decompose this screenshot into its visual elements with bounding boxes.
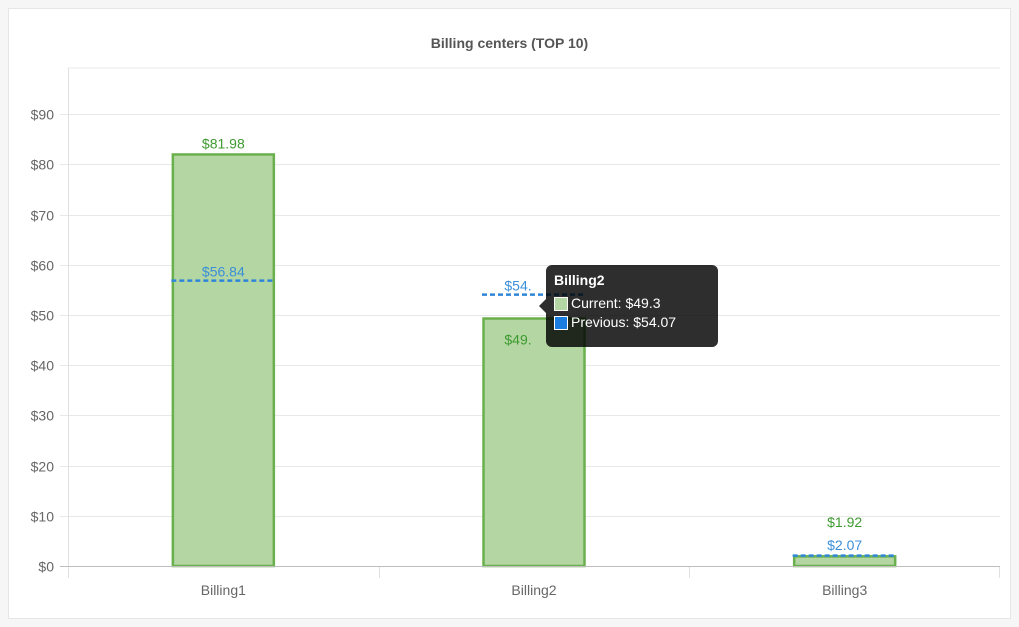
- tooltip-text-current: Current: $49.3: [571, 295, 661, 311]
- x-category-label: Billing1: [201, 582, 246, 598]
- y-tick-label: $20: [31, 459, 55, 475]
- previous-value-label: $56.84: [202, 264, 245, 280]
- tooltip-row-current: Current: $49.3: [554, 294, 710, 313]
- tooltip-row-previous: Previous: $54.07: [554, 313, 710, 332]
- x-category-label: Billing3: [822, 582, 867, 598]
- x-category-label: Billing2: [511, 582, 556, 598]
- current-value-label: $1.92: [827, 514, 862, 530]
- y-tick-label: $90: [31, 107, 55, 123]
- y-tick-label: $30: [31, 408, 55, 424]
- tooltip-swatch-previous: [554, 315, 568, 330]
- y-tick-label: $10: [31, 509, 55, 525]
- y-tick-label: $80: [31, 157, 55, 173]
- tooltip-title: Billing2: [554, 272, 605, 288]
- previous-value-label: $2.07: [827, 537, 862, 553]
- y-tick-label: $40: [31, 358, 55, 374]
- y-tick-label: $70: [31, 208, 55, 224]
- current-value-label: $81.98: [202, 135, 245, 151]
- y-tick-label: $0: [38, 559, 54, 575]
- y-tick-label: $60: [31, 258, 55, 274]
- tooltip-text-previous: Previous: $54.07: [571, 314, 677, 330]
- bar-billing2: [482, 317, 586, 568]
- chart-title: Billing centers (TOP 10): [430, 35, 589, 51]
- tooltip-swatch-current: [554, 296, 568, 311]
- chart-tooltip: Billing2 Current: $49.3 Previous: $54.07: [539, 265, 718, 347]
- bar-billing3: [792, 555, 897, 568]
- previous-value-label: $54.: [504, 278, 531, 294]
- bar-billing1: [171, 153, 276, 568]
- y-tick-label: $50: [31, 308, 55, 324]
- current-value-label: $49.: [504, 332, 531, 348]
- tooltip-caret: [539, 299, 546, 313]
